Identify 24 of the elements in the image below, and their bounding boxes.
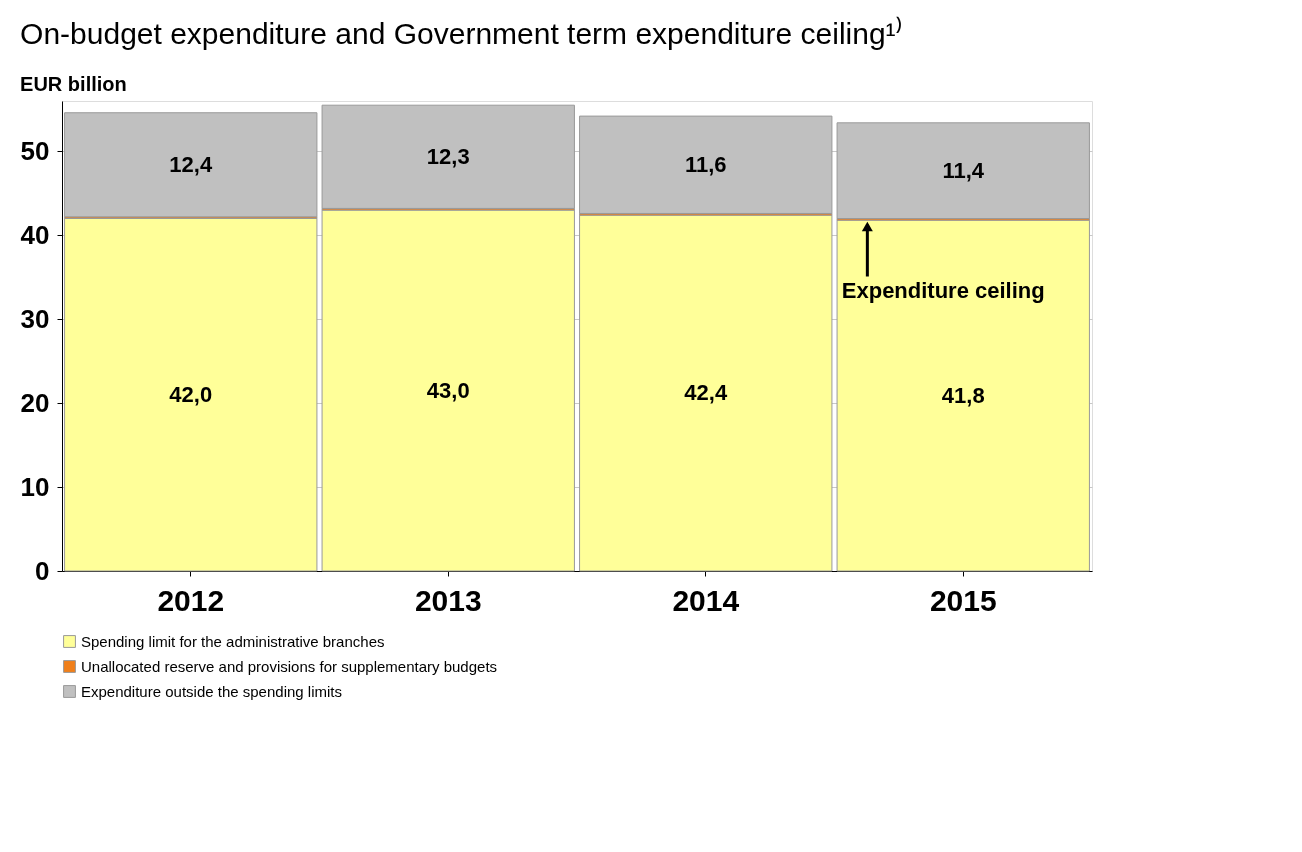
- data-label: 11,6: [684, 151, 727, 177]
- x-tick-label: 2012: [157, 583, 225, 617]
- y-tick-label: 20: [20, 387, 50, 418]
- x-tick-label: 2014: [672, 583, 740, 617]
- data-label: 42,0: [169, 381, 213, 407]
- data-label: 42,4: [684, 380, 728, 406]
- y-axis-title: EUR billion: [20, 73, 127, 95]
- y-tick-label: 40: [20, 219, 50, 250]
- data-label: 12,4: [169, 151, 213, 177]
- x-tick-label: 2013: [414, 583, 482, 617]
- data-label: 41,8: [941, 382, 985, 408]
- data-label: 11,4: [942, 157, 985, 183]
- y-tick-label: 30: [20, 303, 50, 334]
- y-tick-label: 10: [20, 471, 50, 502]
- data-label: 43,0: [426, 377, 470, 403]
- legend-label: Expenditure outside the spending limits: [81, 682, 342, 700]
- y-tick-label: 0: [35, 555, 50, 586]
- legend-label: Unallocated reserve and provisions for supplementary budgets: [81, 657, 498, 675]
- data-label: 12,3: [426, 143, 470, 169]
- chart-title: On-budget expenditure and Government term expenditure ceiling¹⁾: [20, 16, 903, 50]
- y-tick-label: 50: [20, 135, 50, 166]
- annotation: Expenditure ceiling: [841, 277, 1045, 303]
- x-tick-label: 2015: [929, 583, 997, 617]
- legend-label: Spending limit for the administrative branches: [81, 632, 385, 650]
